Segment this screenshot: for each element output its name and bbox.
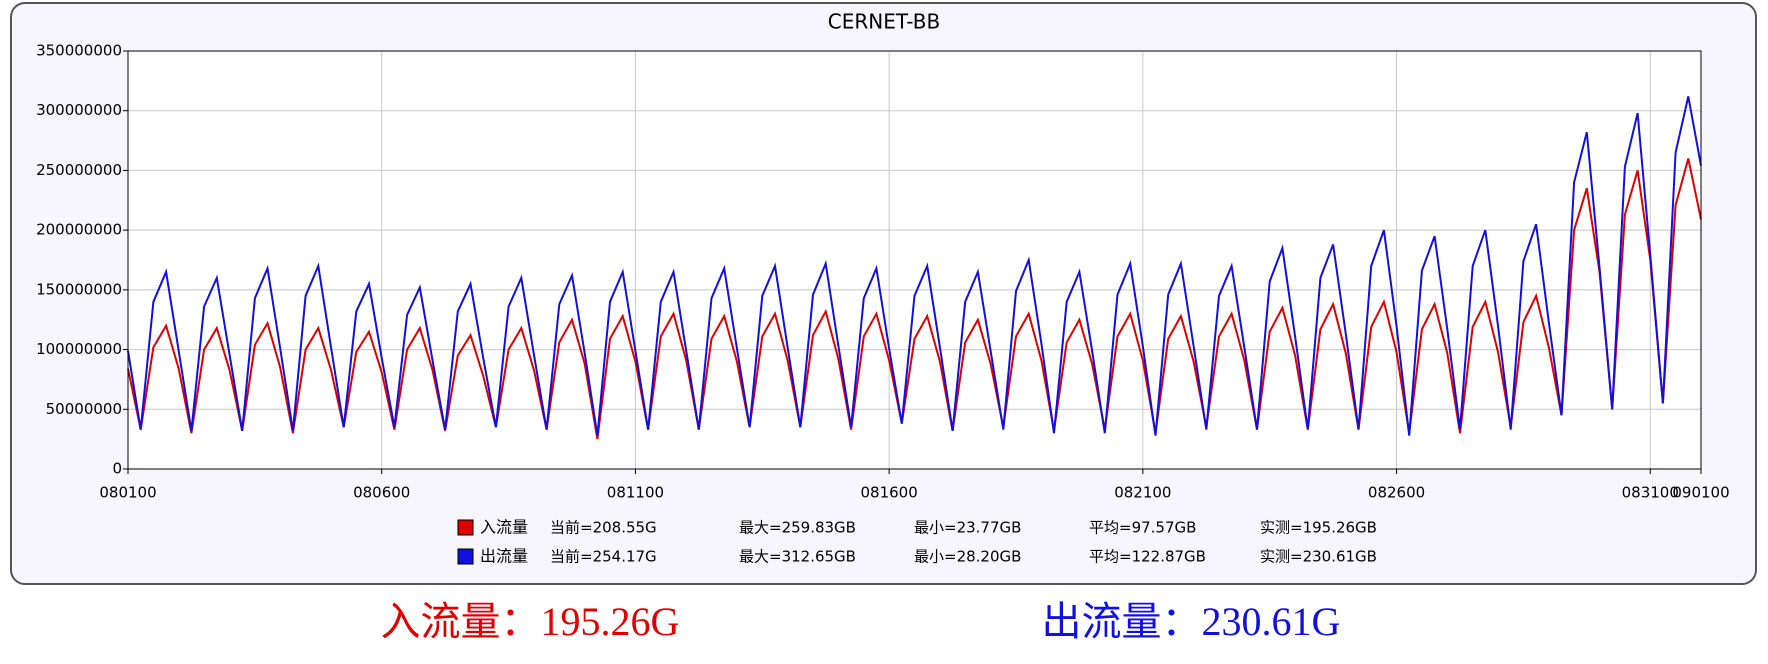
legend-label: 入流量 xyxy=(480,518,528,537)
legend-stat: 实测=195.26GB xyxy=(1260,519,1377,537)
series-line xyxy=(127,96,1702,436)
x-tick-label: 081600 xyxy=(860,484,917,502)
y-tick-label: 50000000 xyxy=(46,400,122,418)
legend-swatch xyxy=(457,519,474,536)
y-tick-label: 150000000 xyxy=(36,280,122,298)
x-tick-label: 082100 xyxy=(1114,484,1171,502)
y-tick-label: 350000000 xyxy=(36,42,122,60)
legend-label: 出流量 xyxy=(480,547,528,566)
x-tick-label: 082600 xyxy=(1368,484,1425,502)
legend-stat: 最大=312.65GB xyxy=(739,548,856,566)
legend-stat: 平均=122.87GB xyxy=(1089,548,1206,566)
legend-stat: 最小=28.20GB xyxy=(914,548,1021,566)
plot-area xyxy=(128,51,1701,469)
y-tick-label: 0 xyxy=(112,460,122,478)
x-tick-label: 083100 xyxy=(1622,484,1679,502)
legend-stat: 当前=254.17G xyxy=(550,548,657,566)
legend-stat: 最小=23.77GB xyxy=(914,519,1021,537)
plot-frame xyxy=(127,50,1702,470)
legend-swatch xyxy=(457,548,474,565)
y-tick-label: 300000000 xyxy=(36,101,122,119)
footer-total: 出流量：230.61G xyxy=(1042,599,1341,644)
y-tick-label: 100000000 xyxy=(36,340,122,358)
y-tick-label: 200000000 xyxy=(36,221,122,239)
legend-stat: 当前=208.55G xyxy=(550,519,657,537)
series-line xyxy=(127,158,1702,440)
x-tick-label: 080600 xyxy=(353,484,410,502)
legend-stat: 实测=230.61GB xyxy=(1260,548,1377,566)
legend-stat: 平均=97.57GB xyxy=(1089,519,1196,537)
footer-total: 入流量：195.26G xyxy=(381,599,680,644)
x-tick-label: 081100 xyxy=(607,484,664,502)
chart-title: CERNET-BB xyxy=(828,10,940,34)
x-tick-label: 090100 xyxy=(1672,484,1729,502)
y-tick-label: 250000000 xyxy=(36,161,122,179)
x-tick-label: 080100 xyxy=(99,484,156,502)
legend-stat: 最大=259.83GB xyxy=(739,519,856,537)
